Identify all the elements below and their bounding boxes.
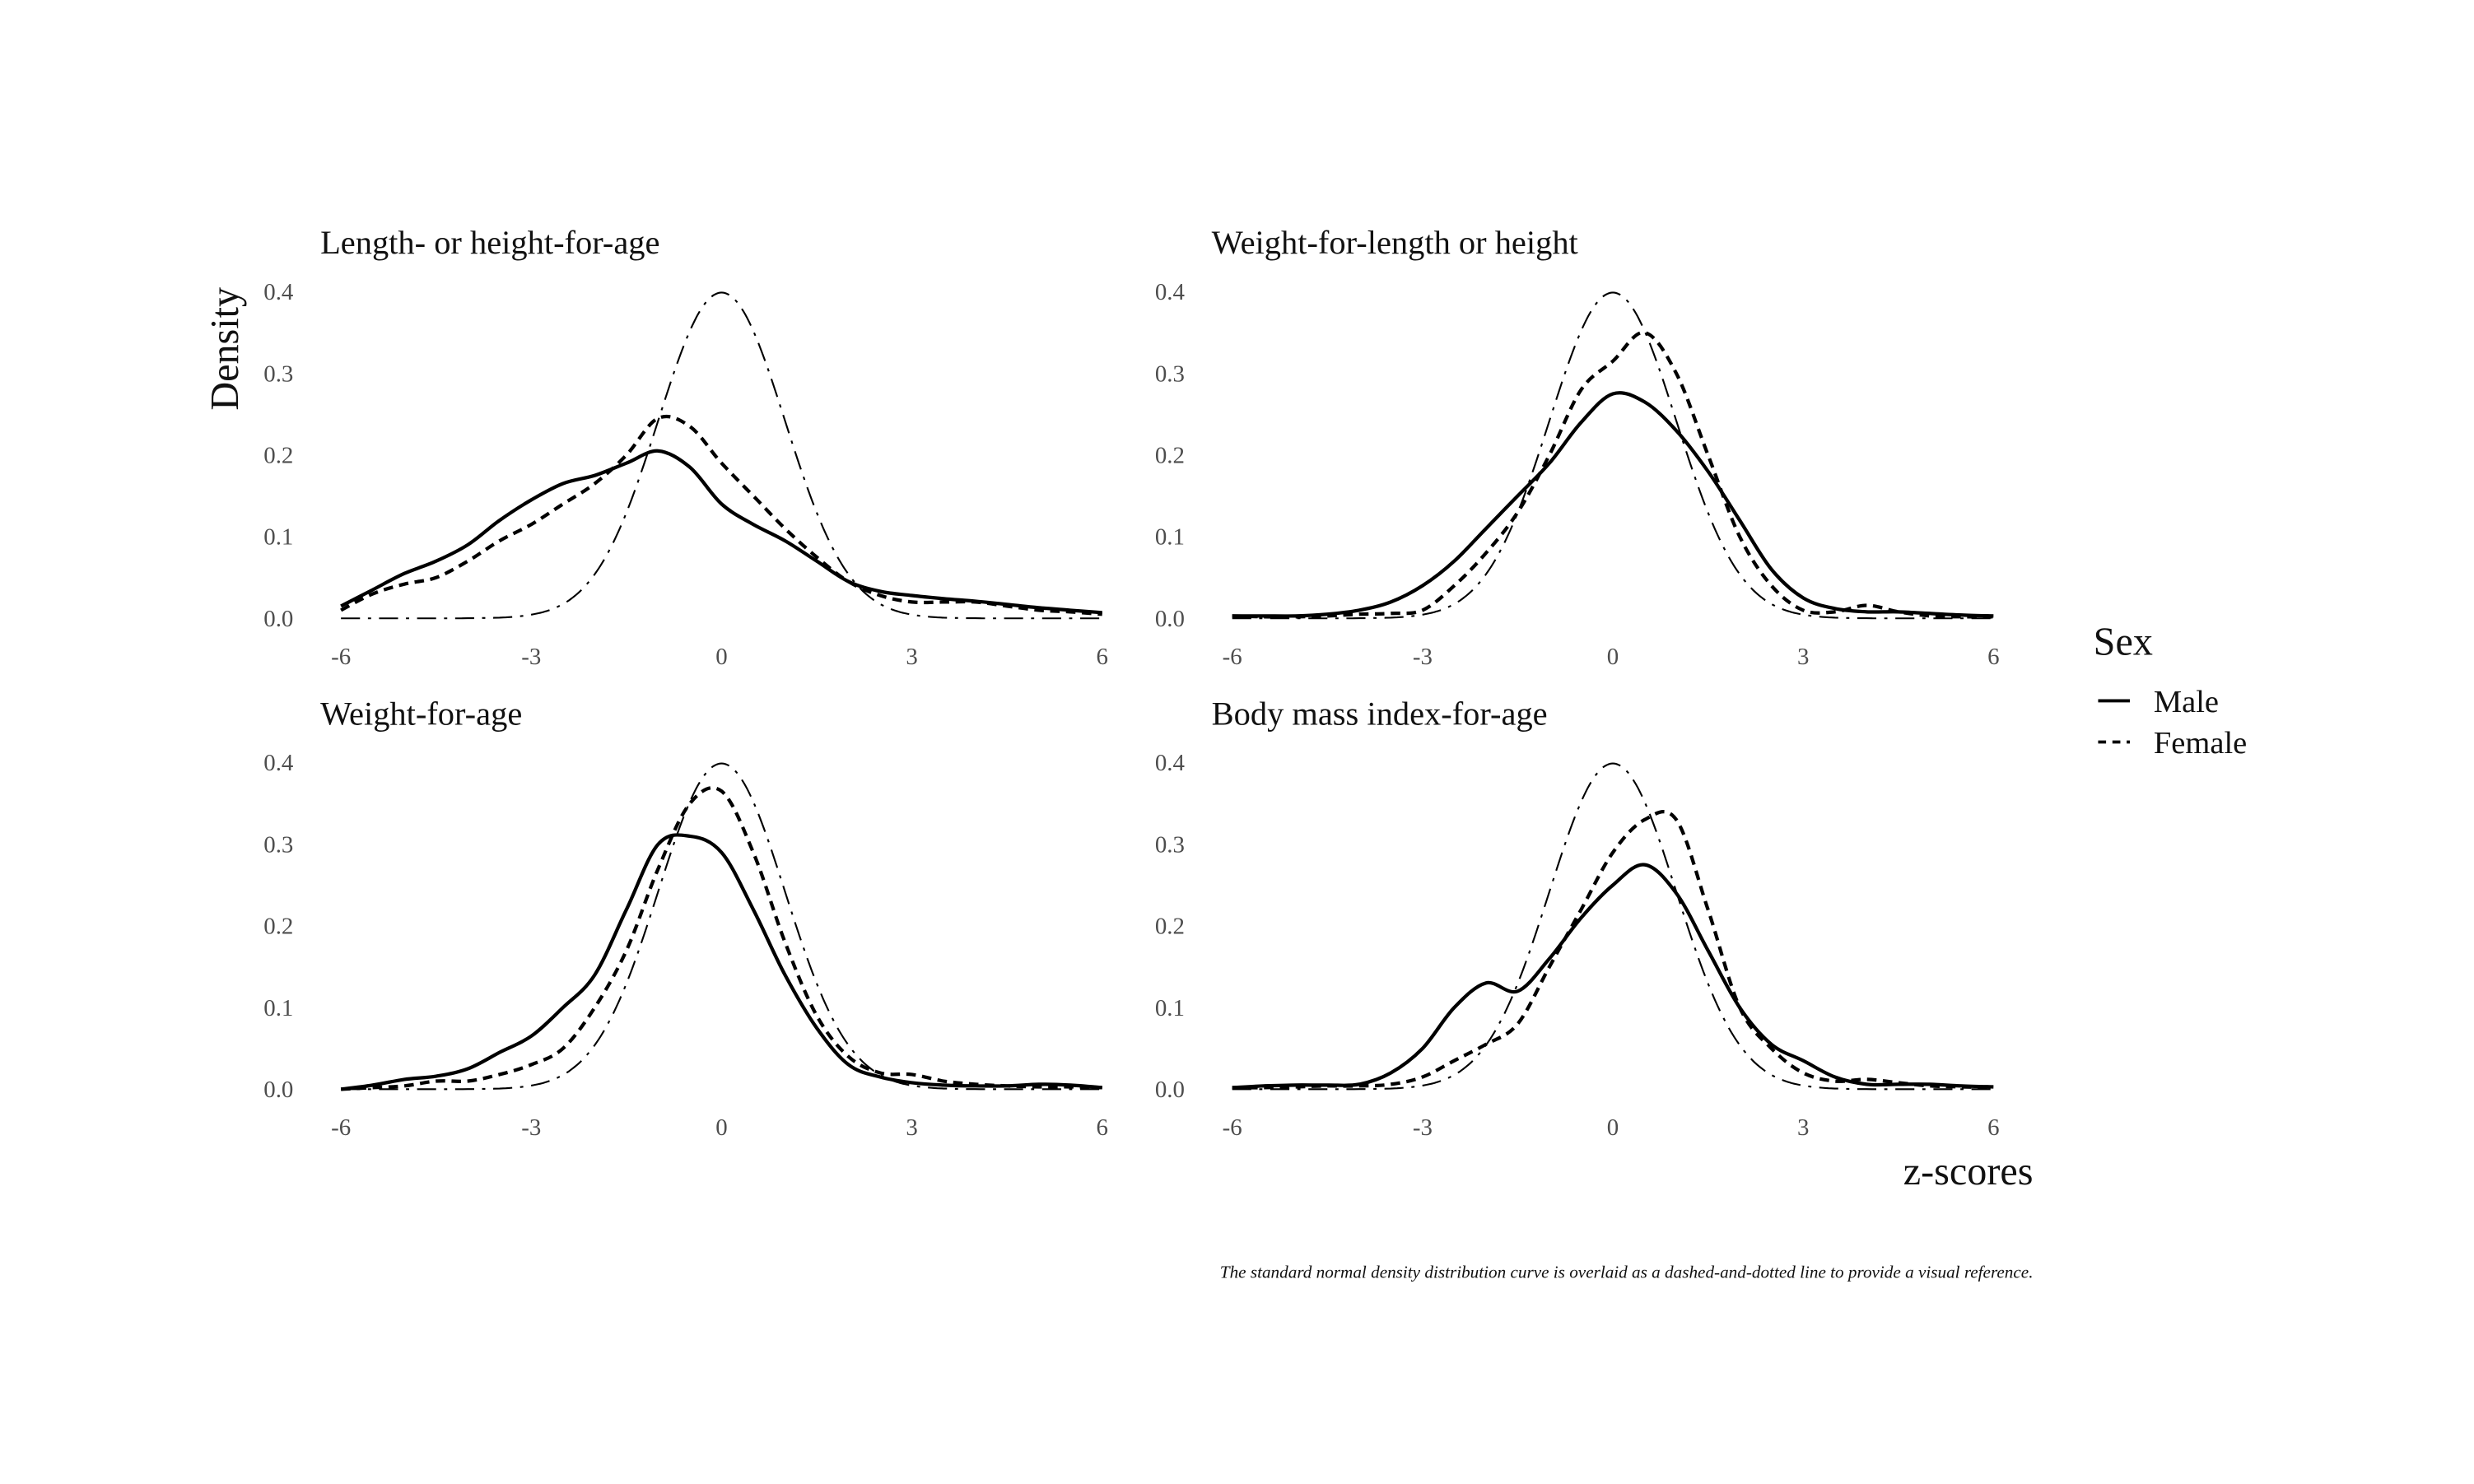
x-tick-label: -6 [1223,1114,1242,1141]
x-tick-label: -6 [1223,644,1242,670]
y-tick-label: 0.4 [263,279,293,305]
normal-reference-line [1232,762,1994,1091]
y-tick-label: 0.0 [1155,1077,1185,1103]
series-line-female [341,786,1102,1091]
x-tick-label: 6 [1987,1114,1999,1141]
x-tick-label: 0 [1607,1114,1619,1141]
x-axis-label: z-scores [1903,1150,2034,1193]
legend-label-female: Female [2154,726,2247,761]
x-tick-label: -6 [331,644,351,670]
panel-title: Body mass index-for-age [1212,695,1548,732]
x-tick-label: 3 [906,644,917,670]
panel-3: Weight-for-age 0.0 0.1 0.2 0.3 0.4 -6 -3 0 3 6 [263,695,1108,1141]
series-line-male [340,833,1102,1091]
normal-reference-line [1232,291,1994,620]
panel-1: Length- or height-for-age 0.0 0.1 0.2 0.3 0.4… [263,224,1108,670]
series-line-male [340,449,1102,615]
legend: Sex Male Female [2094,621,2248,761]
y-tick-label: 0.0 [263,606,293,632]
x-tick-label: -3 [1413,1114,1433,1141]
normal-reference-line [341,762,1102,1091]
panel-title: Weight-for-length or height [1212,224,1578,261]
panel-4: Body mass index-for-age 0.0 0.1 0.2 0.3 0.4 -6… [1155,695,2000,1141]
series-line-male [1232,391,1994,618]
x-tick-label: -6 [331,1114,351,1141]
normal-reference-line [341,291,1102,620]
y-tick-label: 0.3 [1155,361,1185,387]
y-tick-label: 0.1 [263,995,293,1021]
x-tick-label: 0 [1607,644,1619,670]
x-tick-label: 3 [906,1114,917,1141]
x-tick-label: 6 [1987,644,1999,670]
y-tick-label: 0.4 [263,750,293,776]
legend-title: Sex [2094,621,2153,664]
y-tick-label: 0.1 [1155,995,1185,1021]
legend-label-male: Male [2154,685,2219,719]
y-tick-label: 0.2 [1155,914,1185,940]
x-tick-label: 6 [1097,1114,1108,1141]
panel-title: Weight-for-age [320,695,522,732]
panel-title: Length- or height-for-age [320,224,659,261]
x-tick-label: -3 [521,1114,541,1141]
x-tick-label: 3 [1797,1114,1809,1141]
x-tick-label: 3 [1797,644,1809,670]
x-tick-label: -3 [521,644,541,670]
y-tick-label: 0.3 [1155,831,1185,858]
y-tick-label: 0.0 [1155,606,1185,632]
series-line-male [1232,863,1994,1090]
series-line-female [1232,810,1994,1090]
y-tick-label: 0.2 [1155,442,1185,468]
panel-2: Weight-for-length or height 0.0 0.1 0.2 0.3 0… [1155,224,2000,670]
series-line-female [1232,331,1994,619]
x-tick-label: 6 [1097,644,1108,670]
x-tick-label: 0 [715,644,727,670]
y-tick-label: 0.4 [1155,279,1185,305]
y-tick-label: 0.1 [1155,524,1185,551]
y-tick-label: 0.0 [263,1077,293,1103]
y-tick-label: 0.4 [1155,750,1185,776]
series-line-female [340,414,1102,616]
y-tick-label: 0.1 [263,524,293,551]
y-tick-label: 0.2 [263,914,293,940]
y-tick-label: 0.2 [263,442,293,468]
x-tick-label: -3 [1413,644,1433,670]
y-tick-label: 0.3 [263,361,293,387]
y-axis-label: Density [203,287,247,411]
caption: The standard normal density distribution… [1220,1263,2034,1282]
x-tick-label: 0 [715,1114,727,1141]
y-tick-label: 0.3 [263,831,293,858]
